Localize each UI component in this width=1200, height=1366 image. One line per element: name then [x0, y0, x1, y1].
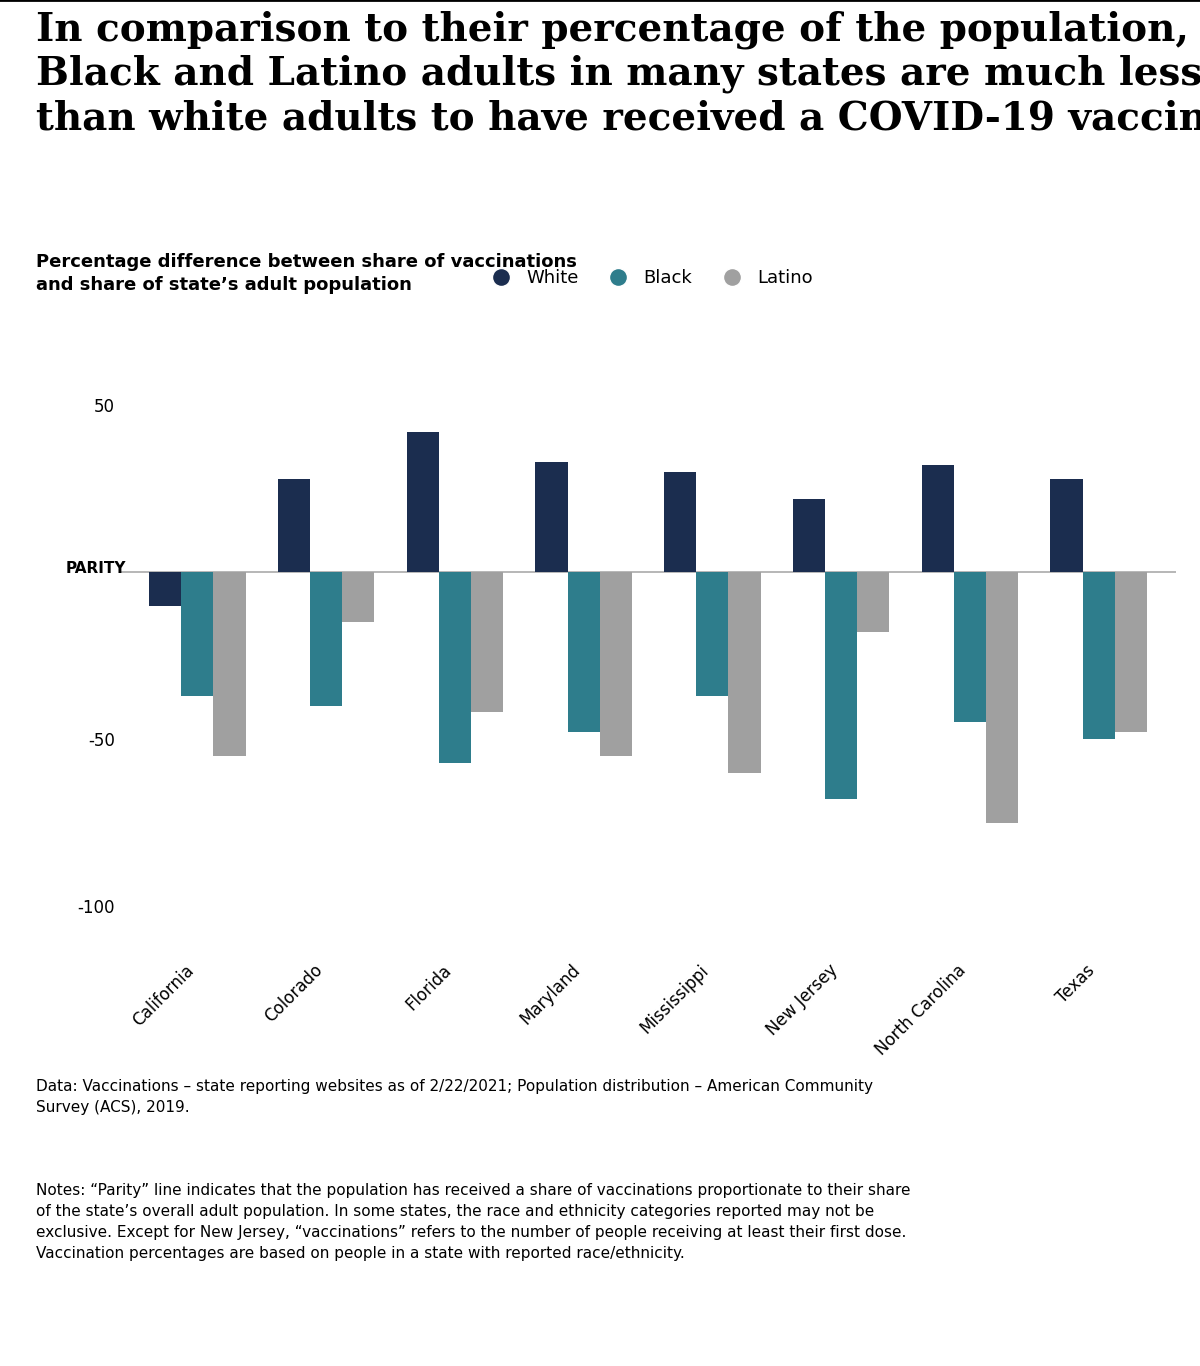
Text: Data: Vaccinations – state reporting websites as of 2/22/2021; Population distri: Data: Vaccinations – state reporting web… [36, 1079, 874, 1115]
Bar [664, 473, 696, 572]
Legend: White, Black, Latino: White, Black, Latino [475, 262, 821, 295]
Bar [342, 572, 374, 623]
Bar [826, 572, 857, 799]
Bar [857, 572, 889, 632]
Bar [470, 572, 503, 713]
Bar [696, 572, 728, 695]
Bar [310, 572, 342, 706]
Text: Notes: “Parity” line indicates that the population has received a share of vacci: Notes: “Parity” line indicates that the … [36, 1183, 911, 1261]
Bar [535, 462, 568, 572]
Bar [1050, 478, 1082, 572]
Text: Percentage difference between share of vaccinations
and share of state’s adult p: Percentage difference between share of v… [36, 253, 577, 294]
Bar [407, 432, 439, 572]
Bar [149, 572, 181, 605]
Bar [439, 572, 470, 762]
Bar [600, 572, 632, 755]
Bar [568, 572, 600, 732]
Text: PARITY: PARITY [66, 561, 126, 576]
Bar [922, 466, 954, 572]
Bar [1115, 572, 1147, 732]
Text: In comparison to their percentage of the population,
Black and Latino adults in : In comparison to their percentage of the… [36, 10, 1200, 137]
Bar [728, 572, 761, 773]
Bar [214, 572, 246, 755]
Bar [793, 499, 826, 572]
Bar [986, 572, 1019, 822]
Bar [1082, 572, 1115, 739]
Bar [954, 572, 986, 723]
Bar [181, 572, 214, 695]
Bar [277, 478, 310, 572]
